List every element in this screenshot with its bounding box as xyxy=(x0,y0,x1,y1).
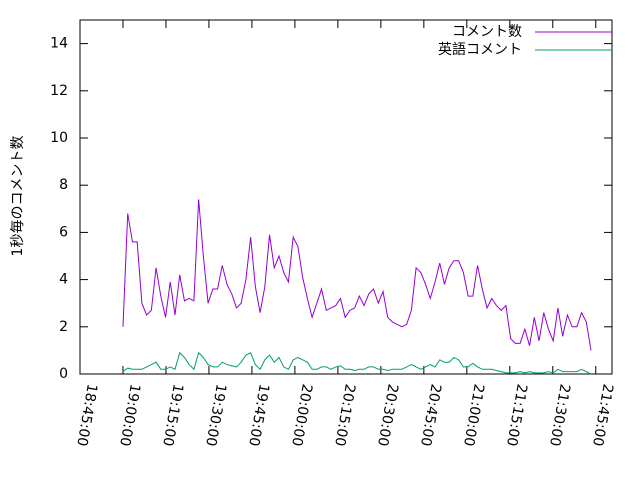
y-axis-label: 1秒毎のコメント数 xyxy=(10,136,26,257)
x-tick-label: 21:45:00 xyxy=(589,383,616,448)
x-tick-label: 21:00:00 xyxy=(460,383,487,448)
plot-frame xyxy=(79,19,613,375)
legend-label: 英語コメント xyxy=(438,41,522,58)
x-tick-label: 20:00:00 xyxy=(288,383,315,448)
series-line xyxy=(122,199,592,351)
y-tick-label: 0 xyxy=(59,366,68,382)
x-tick-label: 18:45:00 xyxy=(73,383,100,448)
y-tick-label: 10 xyxy=(50,130,68,146)
x-tick-label: 21:30:00 xyxy=(546,383,573,448)
y-tick-label: 12 xyxy=(50,83,68,99)
x-tick-label: 20:45:00 xyxy=(417,383,444,448)
legend-label: コメント数 xyxy=(452,24,522,40)
x-tick-label: 20:15:00 xyxy=(331,383,358,448)
x-tick-label: 19:15:00 xyxy=(159,383,186,448)
x-tick-label: 19:00:00 xyxy=(116,383,143,448)
x-tick-label: 20:30:00 xyxy=(374,383,401,448)
y-tick-label: 14 xyxy=(50,36,68,52)
x-tick-label: 21:15:00 xyxy=(503,383,530,448)
y-tick-label: 4 xyxy=(59,272,68,288)
y-tick-label: 6 xyxy=(59,224,68,240)
y-tick-label: 2 xyxy=(59,319,68,335)
y-tick-label: 8 xyxy=(59,177,68,193)
series-line xyxy=(122,351,592,375)
x-tick-label: 19:45:00 xyxy=(245,383,272,448)
x-tick-label: 19:30:00 xyxy=(202,383,229,448)
